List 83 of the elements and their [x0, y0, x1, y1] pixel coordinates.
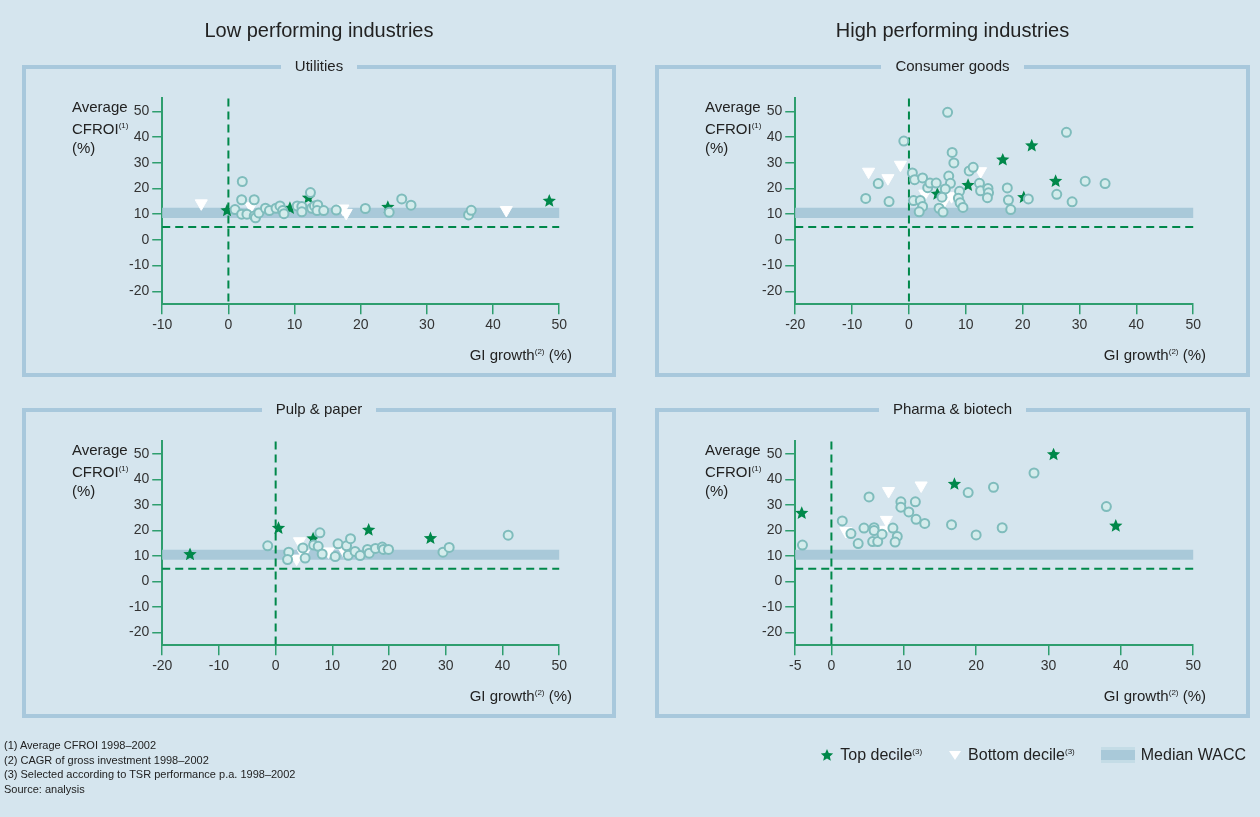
y-tick-label: 40: [133, 127, 150, 144]
x-axis-title: GI growth$^{(2)}$ (%): [1103, 687, 1206, 704]
y-tick-label: 10: [133, 546, 150, 563]
y-tick-label: 40: [766, 127, 783, 144]
chart-title: Consumer goods: [881, 57, 1024, 74]
text: Average CFROI$^{(1)}$ (%): [72, 98, 129, 156]
y-tick-label: 50: [133, 445, 150, 461]
y-tick-label: 30: [766, 495, 783, 512]
x-tick-label: 30: [438, 657, 454, 674]
x-tick-label: 10: [324, 657, 341, 674]
x-tick-label: 10: [958, 316, 974, 333]
y-tick-label: -20: [129, 282, 150, 299]
y-tick-label: -20: [762, 282, 783, 299]
x-tick-label: 40: [1128, 316, 1145, 333]
y-tick-label: -20: [129, 623, 150, 640]
y-tick-label: 0: [141, 572, 150, 589]
x-tick-label: 40: [1113, 657, 1129, 674]
x-axis-title: GI growth$^{(2)}$ (%): [469, 346, 572, 363]
legend-label: Bottom decile$^{(3)}$: [968, 746, 1075, 764]
x-tick-label: 40: [485, 316, 502, 333]
x-tick-label: 50: [551, 316, 568, 333]
x-tick-label: 20: [352, 316, 369, 333]
y-tick-label: 20: [133, 521, 150, 538]
y-tick-label: 40: [766, 470, 783, 487]
x-tick-label: 20: [1014, 316, 1031, 333]
text: Average CFROI$^{(1)}$ (%): [705, 98, 762, 156]
x-tick-label: 30: [1071, 316, 1088, 333]
chart-subtitle: High performing industries: [834, 19, 1071, 42]
x-tick-label: 10: [286, 316, 303, 333]
text: Average CFROI$^{(1)}$ (%): [72, 441, 129, 499]
y-tick-label: -10: [129, 597, 150, 614]
chart-title: Utilities: [280, 57, 358, 74]
y-tick-label: -20: [762, 623, 783, 640]
x-tick-label: -10: [208, 657, 230, 674]
x-tick-label: 0: [271, 657, 280, 674]
y-tick-label: -10: [129, 256, 150, 273]
y-tick-label: 20: [133, 179, 150, 196]
source-note: Source: analysis: [4, 781, 86, 796]
x-axis-title: GI growth$^{(2)}$ (%): [1103, 346, 1206, 363]
x-tick-label: 50: [1185, 657, 1202, 674]
x-tick-label: -10: [152, 316, 173, 333]
y-tick-label: 50: [766, 102, 783, 119]
x-tick-label: 40: [494, 657, 511, 674]
x-tick-label: 20: [381, 657, 398, 674]
y-tick-label: -10: [762, 256, 783, 273]
x-tick-label: 30: [1040, 657, 1057, 674]
y-tick-label: 0: [774, 230, 783, 247]
x-tick-label: 50: [551, 657, 568, 674]
chart-title: Pharma & biotech: [878, 400, 1027, 417]
y-tick-label: 30: [766, 153, 783, 170]
y-tick-label: 10: [766, 205, 783, 222]
y-tick-label: 50: [766, 445, 783, 461]
x-tick-label: 50: [1185, 316, 1202, 333]
x-tick-label: 0: [905, 316, 914, 333]
y-tick-label: -10: [762, 597, 783, 614]
y-tick-label: 0: [141, 230, 150, 247]
x-tick-label: 0: [827, 657, 836, 674]
x-tick-label: 20: [968, 657, 985, 674]
x-tick-label: -20: [785, 316, 806, 333]
x-tick-label: 0: [224, 316, 233, 333]
chart-title: Pulp & paper: [261, 400, 377, 417]
y-tick-label: 30: [133, 153, 150, 170]
y-tick-label: 30: [133, 495, 150, 512]
x-tick-label: 30: [419, 316, 435, 333]
x-tick-label: -5: [789, 657, 802, 674]
text: (3) Selected according to TSR performance p.a. 1998–2002: [4, 767, 296, 782]
x-tick-label: 10: [895, 657, 912, 674]
y-tick-label: 40: [133, 470, 150, 487]
text: Average CFROI$^{(1)}$ (%): [705, 441, 762, 499]
x-tick-label: -10: [841, 316, 863, 333]
legend-label: Top decile$^{(3)}$: [840, 746, 923, 764]
legend-label: Median WACC: [1140, 746, 1246, 764]
x-tick-label: -20: [152, 657, 173, 674]
y-tick-label: 20: [766, 521, 783, 538]
x-axis-title: GI growth$^{(2)}$ (%): [469, 687, 572, 704]
y-tick-label: 10: [766, 546, 783, 563]
text: (1) Average CFROI 1998–2002: [4, 738, 158, 753]
y-tick-label: 20: [766, 179, 783, 196]
y-tick-label: 50: [133, 102, 150, 119]
chart-subtitle: Low performing industries: [203, 19, 435, 42]
y-tick-label: 0: [774, 572, 783, 589]
text: (2) CAGR of gross investment 1998–2002: [4, 752, 210, 767]
y-tick-label: 10: [133, 205, 150, 222]
